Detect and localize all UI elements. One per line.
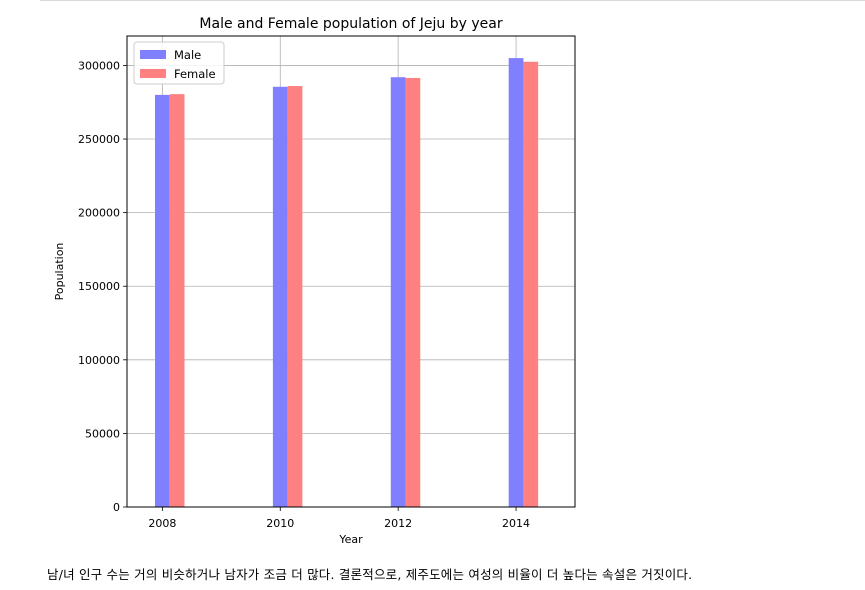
y-tick-label: 50000 [85,427,120,440]
x-tick-label: 2008 [148,517,176,530]
legend-swatch-male [140,50,166,59]
y-tick-label: 250000 [78,133,120,146]
axis-ticks: 0 50000 100000 150000 200000 250000 300000 2008… [78,59,530,530]
plot-frame [126,35,576,508]
bar-male [390,77,406,508]
y-tick-label: 300000 [78,59,120,72]
x-tick-label: 2010 [266,517,294,530]
bar-male [155,94,170,507]
legend-swatch-female [140,69,166,78]
legend: Male Female [133,41,225,85]
grid-lines [127,36,575,508]
chart-title: Male and Female population of Jeju by ye… [199,16,502,32]
y-axis-label: Population [53,243,66,301]
x-axis-label: Year [338,533,363,546]
conclusion-caption: 남/녀 인구 수는 거의 비슷하거나 남자가 조금 더 많다. 결론적으로, 제… [47,567,693,582]
y-tick-label: 200000 [78,207,120,220]
legend-label-male: Male [174,48,201,62]
x-tick-label: 2014 [502,517,530,530]
y-tick-label: 0 [113,501,120,514]
bar-female [287,86,303,507]
bar-female [405,77,421,508]
legend-label-female: Female [174,67,216,81]
y-tick-label: 100000 [78,354,120,367]
bars [155,58,539,508]
top-divider [40,0,865,1]
bar-male [272,86,288,507]
x-tick-label: 2012 [384,517,412,530]
bar-female [169,94,185,507]
bar-female [523,61,539,507]
bar-male [508,58,524,507]
y-tick-label: 150000 [78,280,120,293]
